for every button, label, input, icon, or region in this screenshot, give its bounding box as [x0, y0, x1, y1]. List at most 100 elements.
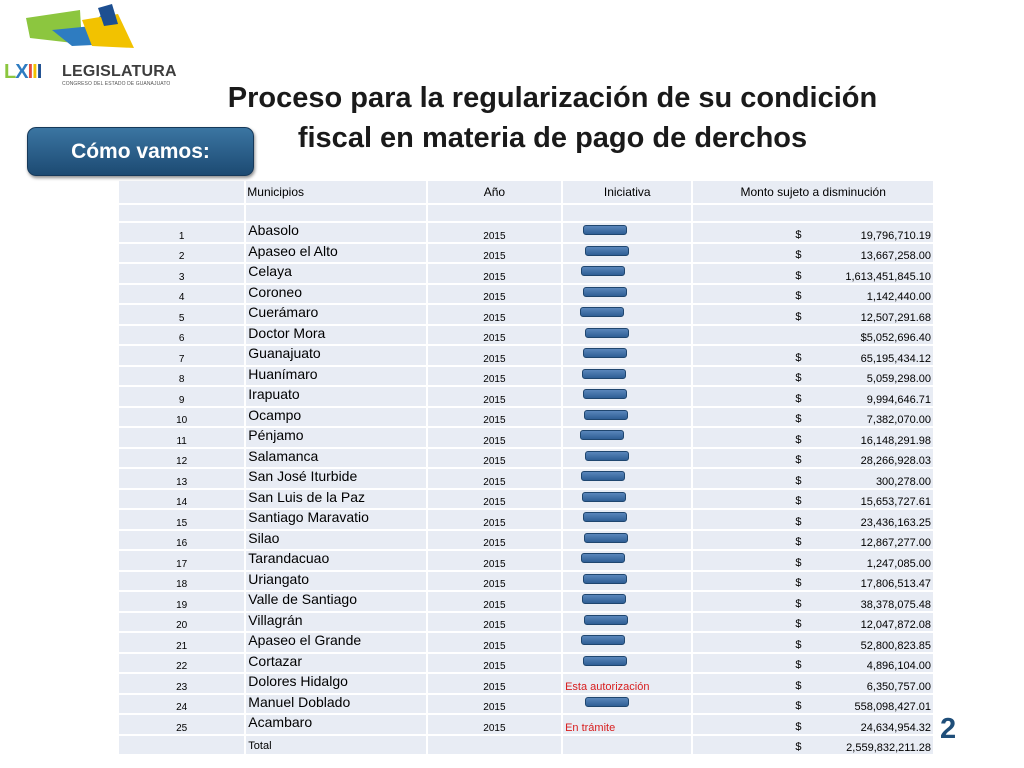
row-number: 17: [119, 551, 245, 570]
row-number: 6: [119, 325, 245, 344]
table-row: 23 Dolores Hidalgo 2015 Esta autorización $6…: [119, 674, 933, 693]
total-amount: 2,559,832,211.28: [846, 742, 931, 754]
row-municipio: Silao: [246, 530, 426, 549]
row-amount: $5,052,696.40: [860, 332, 931, 344]
iniciativa-link-icon[interactable]: [585, 696, 630, 707]
row-iniciativa: [563, 653, 692, 672]
row-amount-cell: $7,382,070.00: [693, 407, 933, 426]
row-currency: $: [795, 413, 802, 425]
row-number: 20: [119, 612, 245, 631]
como-vamos-badge: Cómo vamos:: [27, 127, 254, 176]
logo-emblem-icon: [26, 4, 134, 48]
row-currency: $: [795, 659, 802, 671]
legislatura-logo: LXIII LEGISLATURA CONGRESO DEL ESTADO DE…: [0, 0, 177, 95]
iniciativa-link-icon[interactable]: [583, 655, 628, 666]
logo-subtitle: CONGRESO DEL ESTADO DE GUANAJUATO: [62, 81, 171, 87]
row-amount-cell: $4,896,104.00: [693, 653, 933, 672]
page-title-line1: Proceso para la regularización de su con…: [227, 82, 878, 114]
iniciativa-link-icon[interactable]: [582, 594, 627, 604]
iniciativa-link-icon[interactable]: [583, 573, 628, 584]
row-iniciativa: [563, 284, 692, 303]
row-amount-cell: $558,098,427.01: [693, 694, 933, 713]
row-amount: 65,195,434.12: [860, 352, 931, 365]
iniciativa-link-icon[interactable]: [584, 614, 629, 625]
row-number: 15: [119, 510, 245, 529]
row-number: 16: [119, 530, 245, 549]
row-amount-cell: $16,148,291.98: [693, 428, 933, 447]
iniciativa-link-icon[interactable]: [581, 471, 626, 481]
row-amount-cell: $12,507,291.68: [693, 305, 933, 324]
row-municipio: San José Iturbide: [246, 469, 426, 488]
iniciativa-link-icon[interactable]: [580, 307, 625, 317]
row-number: 1: [119, 223, 245, 242]
row-amount-cell: $28,266,928.03: [693, 448, 933, 467]
row-municipio: Cuerámaro: [246, 305, 426, 324]
row-currency: $: [795, 495, 802, 507]
row-year: 2015: [427, 653, 562, 672]
row-iniciativa: [563, 428, 692, 447]
row-currency: $: [795, 474, 802, 487]
logo-lx-mark: LXIII: [4, 61, 42, 83]
row-iniciativa: [563, 694, 692, 713]
row-currency: $: [795, 433, 802, 446]
row-amount-cell: $300,278.00: [693, 469, 933, 488]
row-number: 7: [119, 346, 245, 365]
table-row: 9 Irapuato 2015 $9,994,646.71: [119, 387, 933, 406]
page-number: 2: [940, 713, 957, 745]
table-row: 4 Coroneo 2015 $1,142,440.00: [119, 284, 933, 303]
row-amount-cell: $5,052,696.40: [693, 325, 933, 344]
row-amount: 1,613,451,845.10: [845, 270, 931, 283]
row-municipio: Coroneo: [246, 284, 426, 303]
row-iniciativa: [563, 530, 692, 549]
iniciativa-link-icon[interactable]: [581, 553, 626, 563]
iniciativa-link-icon[interactable]: [581, 635, 626, 645]
row-iniciativa: [563, 264, 692, 283]
row-year: 2015: [427, 489, 562, 508]
iniciativa-link-icon[interactable]: [583, 225, 628, 235]
row-currency: $: [795, 310, 802, 323]
row-currency: $: [795, 249, 802, 261]
row-amount: 28,266,928.03: [860, 455, 931, 467]
iniciativa-link-icon[interactable]: [585, 450, 630, 461]
header-municipios: Municipios: [246, 181, 426, 203]
table-row: 12 Salamanca 2015 $28,266,928.03: [119, 448, 933, 467]
row-currency: $: [795, 290, 802, 302]
iniciativa-link-icon[interactable]: [582, 491, 627, 502]
iniciativa-link-icon[interactable]: [581, 266, 626, 276]
row-municipio: Santiago Maravatio: [246, 510, 426, 529]
iniciativa-link-icon[interactable]: [580, 430, 625, 440]
row-year: 2015: [427, 510, 562, 529]
row-year: 2015: [427, 387, 562, 406]
row-iniciativa: [563, 366, 692, 385]
table-row: 17 Tarandacuao 2015 $1,247,085.00: [119, 551, 933, 570]
row-currency: $: [795, 700, 802, 712]
row-amount: 24,634,954.32: [860, 721, 931, 734]
row-year: 2015: [427, 448, 562, 467]
iniciativa-link-icon[interactable]: [582, 368, 627, 379]
row-amount: 13,667,258.00: [860, 250, 931, 262]
iniciativa-link-icon[interactable]: [583, 348, 628, 358]
table-row: 13 San José Iturbide 2015 $300,278.00: [119, 469, 933, 488]
row-amount-cell: $52,800,823.85: [693, 633, 933, 652]
iniciativa-link-icon[interactable]: [585, 327, 630, 338]
row-iniciativa: En trámite: [563, 715, 692, 734]
row-currency: $: [795, 618, 802, 630]
row-currency: $: [795, 638, 802, 651]
row-year: 2015: [427, 715, 562, 734]
row-iniciativa: [563, 469, 692, 488]
row-municipio: Tarandacuao: [246, 551, 426, 570]
iniciativa-link-icon[interactable]: [583, 389, 628, 399]
table-row: 25 Acambaro 2015 En trámite $24,634,954.32: [119, 715, 933, 734]
row-year: 2015: [427, 346, 562, 365]
row-number: 22: [119, 653, 245, 672]
row-municipio: Irapuato: [246, 387, 426, 406]
iniciativa-link-icon[interactable]: [584, 532, 629, 543]
iniciativa-link-icon[interactable]: [585, 245, 630, 256]
iniciativa-link-icon[interactable]: [584, 409, 629, 420]
row-year: 2015: [427, 530, 562, 549]
iniciativa-link-icon[interactable]: [583, 512, 628, 522]
iniciativa-link-icon[interactable]: [583, 286, 628, 297]
table-row: 5 Cuerámaro 2015 $12,507,291.68: [119, 305, 933, 324]
row-amount-cell: $12,047,872.08: [693, 612, 933, 631]
row-municipio: Ocampo: [246, 407, 426, 426]
